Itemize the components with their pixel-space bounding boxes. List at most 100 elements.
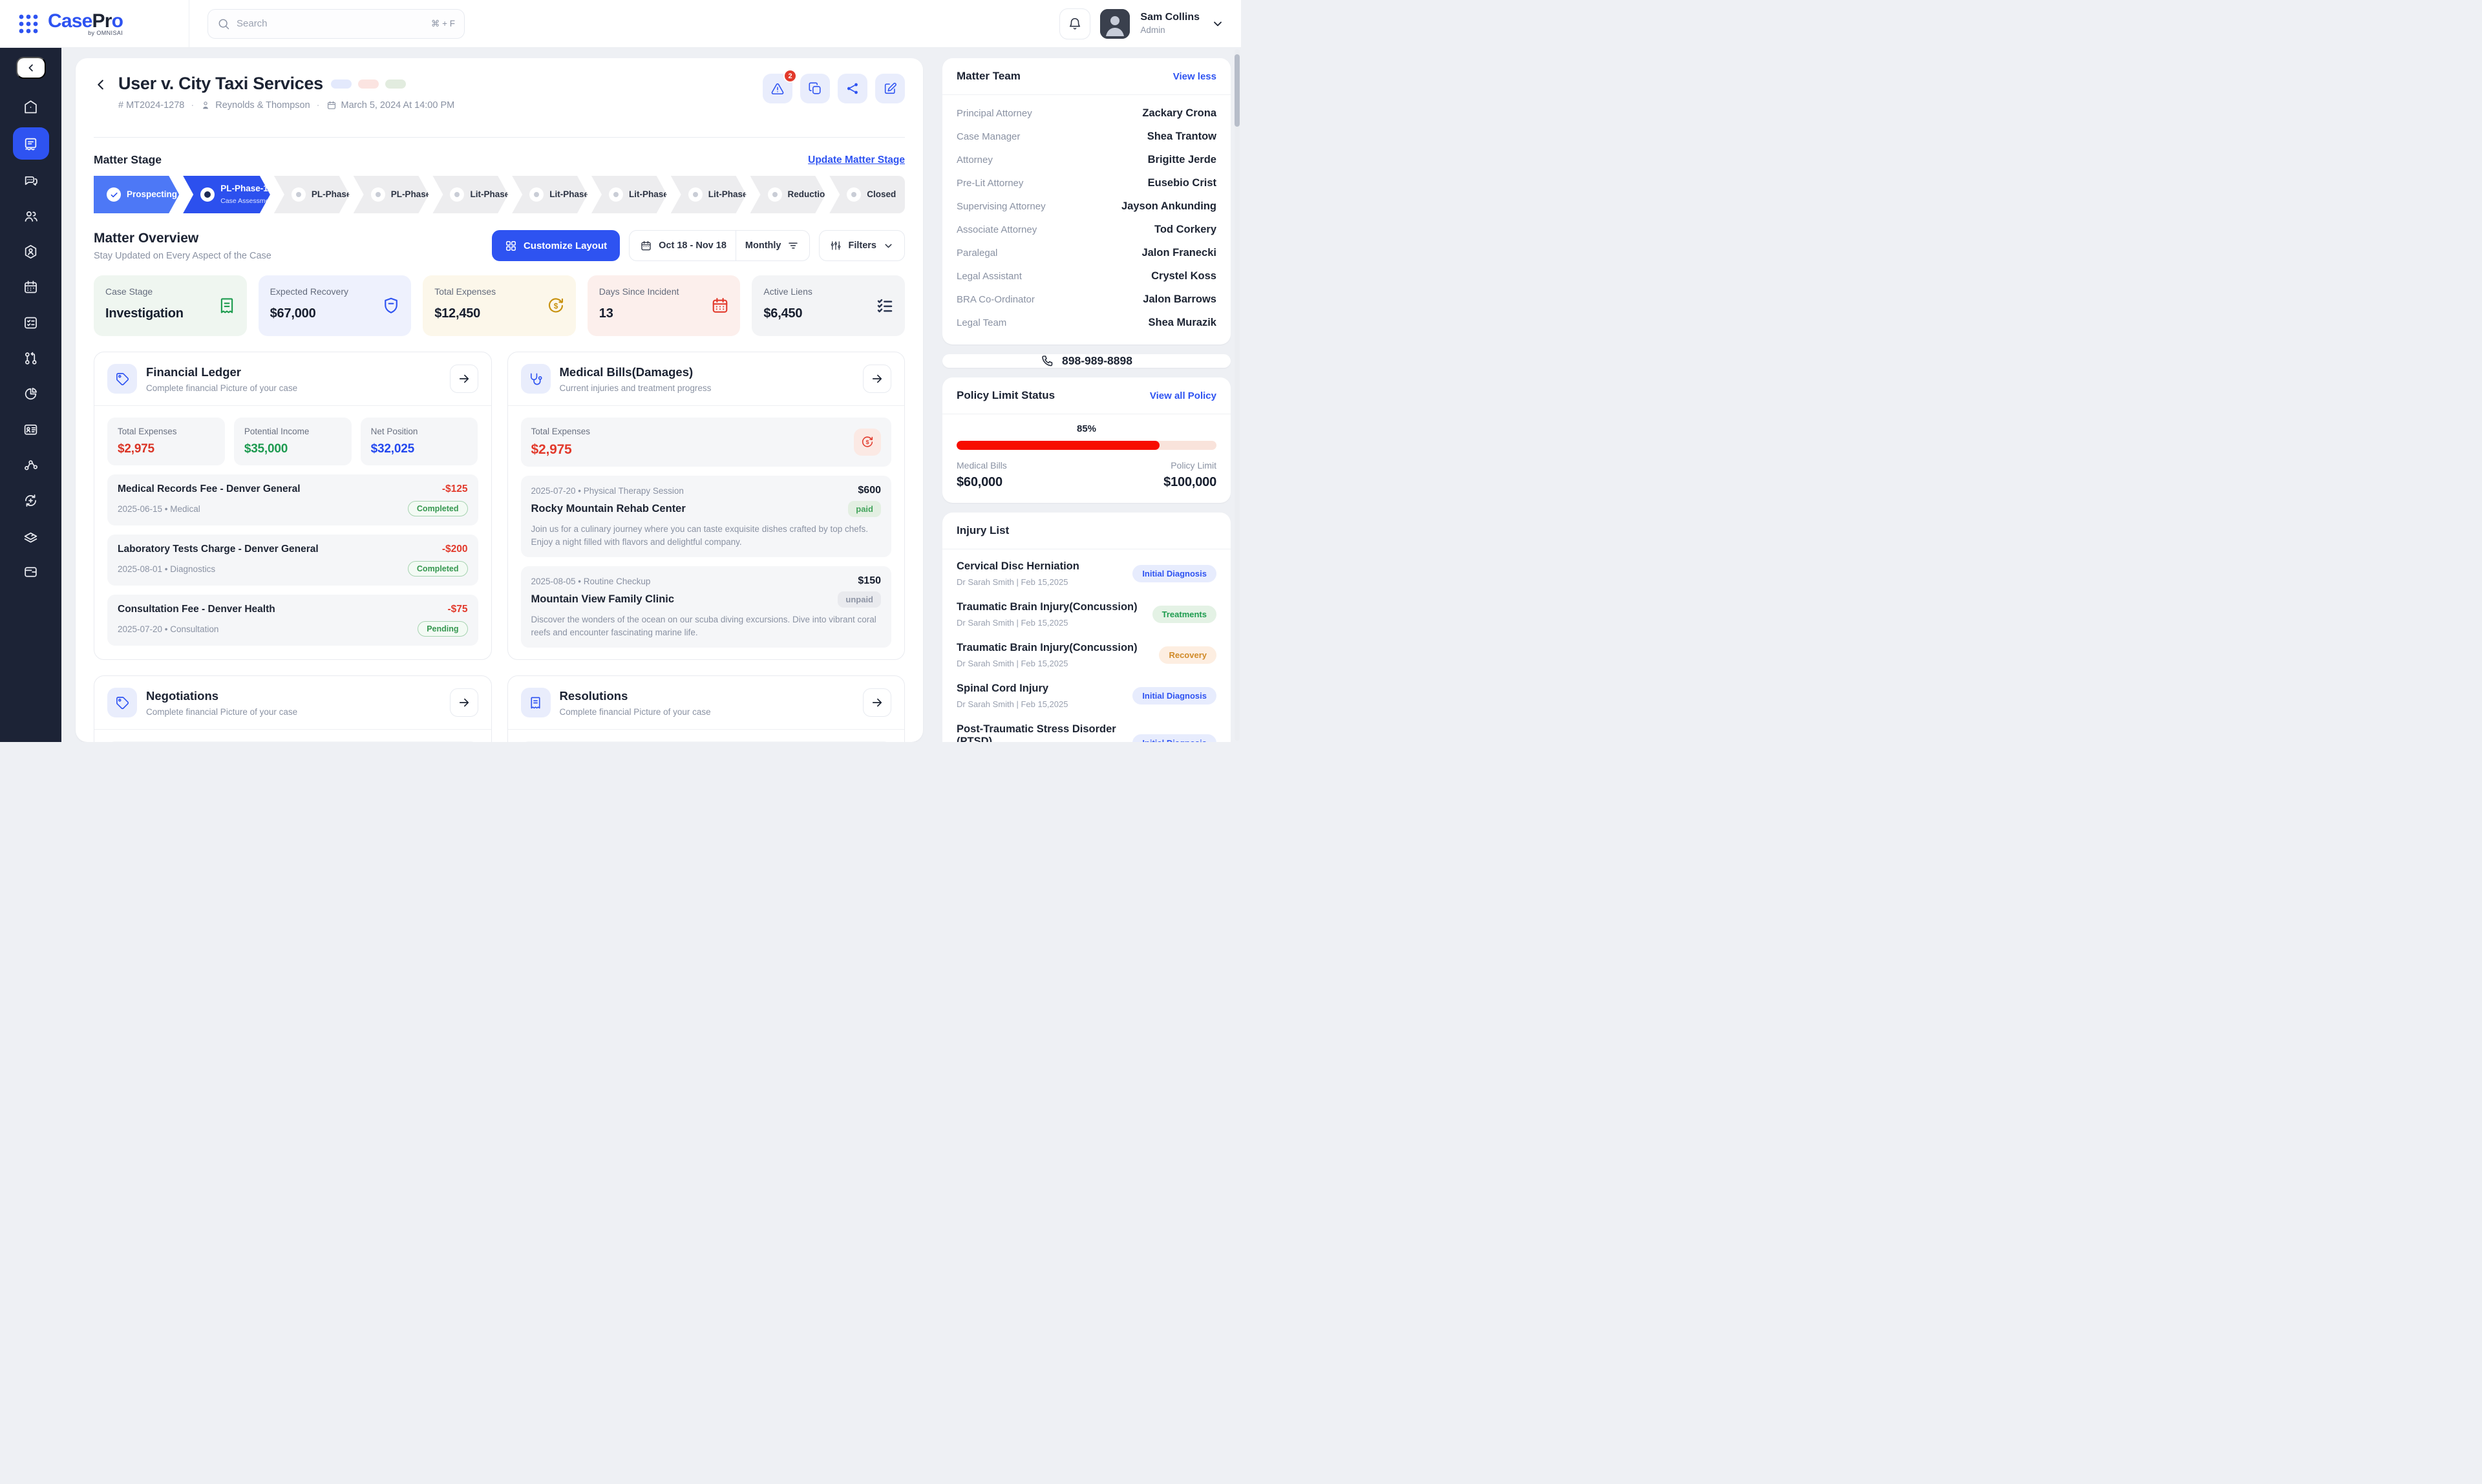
- stat-card: Days Since Incident 13: [587, 275, 741, 336]
- shield-icon: [381, 296, 401, 315]
- stage-segment[interactable]: Reduction: [750, 176, 826, 213]
- page-scrollbar[interactable]: [1235, 49, 1240, 741]
- injury-row[interactable]: Spinal Cord Injury Dr Sarah Smith | Feb …: [957, 675, 1216, 716]
- sidebar-item-workflow[interactable]: [14, 343, 48, 373]
- stage-segment[interactable]: PL-Phase-1 Case Assessment: [183, 176, 270, 213]
- medical-bill-item[interactable]: 2025-07-20 • Physical Therapy Session $6…: [520, 476, 891, 558]
- team-member-row: Supervising Attorney Jayson Ankunding: [957, 200, 1216, 212]
- resolution-item[interactable]: Scheduled Conference Scheduled 2025-06-1…: [520, 741, 891, 742]
- status-badge: Completed: [407, 561, 468, 577]
- date-range-control[interactable]: Oct 18 - Nov 18 Monthly: [629, 230, 811, 261]
- medical-total-value: $2,975: [531, 442, 572, 457]
- calendar-icon: [640, 240, 652, 252]
- ledger-item[interactable]: Laboratory Tests Charge - Denver General…: [107, 535, 478, 586]
- stage-state-icon: [768, 187, 782, 202]
- scrollbar-thumb[interactable]: [1235, 54, 1240, 127]
- stage-state-icon: [200, 187, 215, 202]
- matter-team-panel: Matter Team View less Principal Attorney…: [942, 58, 1231, 344]
- view-less-link[interactable]: View less: [1172, 70, 1216, 82]
- stage-segment[interactable]: PL-Phase-3: [354, 176, 429, 213]
- open-negotiations-button[interactable]: [449, 688, 478, 717]
- phone-card[interactable]: 898-989-8898: [942, 354, 1231, 368]
- stage-segment[interactable]: Prospecting: [94, 176, 179, 213]
- stage-segment[interactable]: PL-Phase-2: [274, 176, 350, 213]
- team-member-row: Legal Assistant Crystel Koss: [957, 270, 1216, 282]
- avatar[interactable]: [1100, 8, 1130, 39]
- chevron-down-icon[interactable]: [1211, 17, 1224, 30]
- dollar-rotate-icon: $: [854, 429, 881, 456]
- update-matter-stage-link[interactable]: Update Matter Stage: [808, 154, 905, 165]
- sidebar-item-sync[interactable]: [14, 485, 48, 515]
- sidebar-item-messages[interactable]: [14, 165, 48, 195]
- phone-number: 898-989-8898: [1062, 354, 1132, 367]
- stage-segment[interactable]: Lit-Phase-1: [432, 176, 508, 213]
- calendar-small-icon: [326, 100, 337, 111]
- stage-segment[interactable]: Lit-Phase-3: [591, 176, 667, 213]
- team-member-row: Attorney Brigitte Jerde: [957, 153, 1216, 165]
- injury-status-badge: Recovery: [1159, 646, 1216, 664]
- share-button[interactable]: [838, 74, 867, 103]
- arrow-right-icon: [458, 696, 471, 709]
- sidebar-item-tasks[interactable]: [14, 308, 48, 337]
- sidebar-item-home[interactable]: [14, 92, 48, 122]
- view-all-policy-link[interactable]: View all Policy: [1149, 390, 1216, 401]
- section-subtitle: Complete financial Picture of your case: [146, 706, 298, 717]
- section-subtitle: Complete financial Picture of your case: [146, 383, 298, 393]
- sidebar-item-billing[interactable]: [14, 521, 48, 551]
- matter-stage-row: Matter Stage Update Matter Stage: [94, 153, 905, 167]
- medical-total: Total Expenses $2,975 $: [520, 418, 891, 467]
- filters-button[interactable]: Filters: [819, 230, 905, 261]
- customize-layout-button[interactable]: Customize Layout: [491, 230, 620, 261]
- stage-segment[interactable]: Closed: [829, 176, 906, 213]
- sidebar-item-contacts[interactable]: [14, 237, 48, 266]
- notifications-button[interactable]: [1059, 8, 1091, 39]
- branch-icon: [23, 350, 39, 366]
- bell-icon: [1068, 17, 1082, 31]
- edit-button[interactable]: [875, 74, 905, 103]
- stethoscope-icon: [520, 364, 551, 394]
- sidebar-collapse-button[interactable]: [16, 57, 46, 79]
- team-member-row: Case Manager Shea Trantow: [957, 130, 1216, 142]
- duplicate-button[interactable]: [800, 74, 830, 103]
- ledger-item[interactable]: Consultation Fee - Denver Health -$75 20…: [107, 595, 478, 646]
- date-range-value: Oct 18 - Nov 18: [659, 240, 727, 251]
- alerts-button[interactable]: 2: [763, 69, 797, 103]
- stage-state-icon: [292, 187, 306, 202]
- sidebar-item-calendar[interactable]: [14, 272, 48, 302]
- stage-segment[interactable]: Lit-Phase-2: [512, 176, 588, 213]
- sidebar-item-id-card[interactable]: [14, 414, 48, 444]
- negotiations-card: Negotiations Complete financial Picture …: [94, 675, 492, 742]
- brand[interactable]: CasePro by OMNISAI: [17, 11, 178, 36]
- policy-progress-fill: [957, 441, 1160, 450]
- stage-state-icon: [529, 187, 544, 202]
- search-input[interactable]: Search ⌘ + F: [207, 8, 465, 39]
- matter-header: User v. City Taxi Services # MT2024-1278…: [94, 69, 905, 111]
- injury-row[interactable]: Post-Traumatic Stress Disorder (PTSD) Dr…: [957, 716, 1216, 742]
- injury-status-badge: Initial Diagnosis: [1132, 687, 1216, 705]
- injury-row[interactable]: Cervical Disc Herniation Dr Sarah Smith …: [957, 553, 1216, 594]
- negotiation-item[interactable]: 2025-06-15 • Our Firm $125,250.00 Initia…: [107, 741, 478, 742]
- sidebar-item-clients[interactable]: [14, 201, 48, 231]
- stage-segment[interactable]: Lit-Phase-3: [671, 176, 747, 213]
- matter-content-card: User v. City Taxi Services # MT2024-1278…: [76, 58, 923, 742]
- medical-bill-item[interactable]: 2025-08-05 • Routine Checkup $150 Mounta…: [520, 566, 891, 648]
- open-resolutions-button[interactable]: [863, 688, 891, 717]
- injury-row[interactable]: Traumatic Brain Injury(Concussion) Dr Sa…: [957, 635, 1216, 675]
- sidebar-item-network[interactable]: [14, 450, 48, 480]
- sidebar-item-wallet[interactable]: [14, 556, 48, 586]
- back-button[interactable]: [94, 78, 108, 92]
- open-financial-ledger-button[interactable]: [449, 365, 478, 393]
- app-grid-icon[interactable]: [17, 12, 40, 36]
- chevron-left-icon: [25, 62, 37, 74]
- edit-icon: [883, 81, 897, 96]
- injury-row[interactable]: Traumatic Brain Injury(Concussion) Dr Sa…: [957, 594, 1216, 635]
- sidebar-item-reports[interactable]: [14, 379, 48, 408]
- user-block[interactable]: Sam Collins Admin: [1140, 11, 1200, 36]
- open-medical-bills-button[interactable]: [863, 365, 891, 393]
- ledger-item[interactable]: Medical Records Fee - Denver General -$1…: [107, 474, 478, 525]
- ledger-items: Medical Records Fee - Denver General -$1…: [107, 474, 478, 646]
- chat-icon: [23, 173, 39, 189]
- stage-state-icon: [450, 187, 464, 202]
- sidebar-item-matters[interactable]: [12, 127, 49, 160]
- share-icon: [845, 81, 860, 96]
